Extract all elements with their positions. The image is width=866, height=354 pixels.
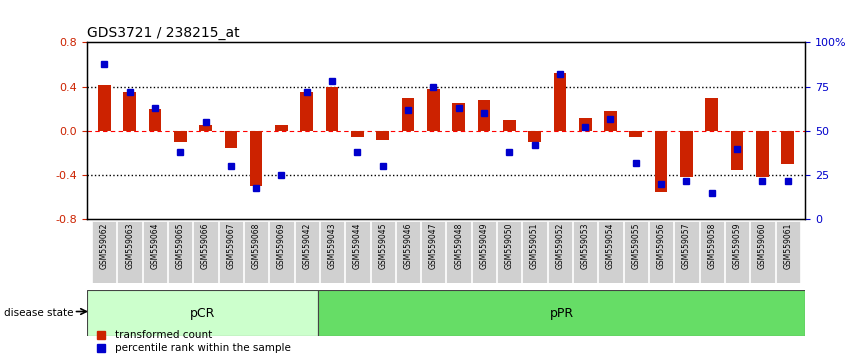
FancyBboxPatch shape bbox=[168, 221, 192, 282]
Text: GSM559052: GSM559052 bbox=[555, 223, 565, 269]
Bar bbox=[680, 131, 693, 177]
Bar bbox=[578, 118, 591, 131]
Text: GSM559049: GSM559049 bbox=[480, 223, 488, 269]
Text: GDS3721 / 238215_at: GDS3721 / 238215_at bbox=[87, 26, 239, 40]
Bar bbox=[174, 131, 186, 142]
Text: GSM559068: GSM559068 bbox=[252, 223, 261, 269]
Bar bbox=[250, 131, 262, 186]
FancyBboxPatch shape bbox=[776, 221, 800, 282]
Bar bbox=[553, 74, 566, 131]
Bar bbox=[224, 131, 237, 148]
FancyBboxPatch shape bbox=[193, 221, 217, 282]
FancyBboxPatch shape bbox=[269, 221, 294, 282]
FancyBboxPatch shape bbox=[294, 221, 319, 282]
Text: GSM559055: GSM559055 bbox=[631, 223, 640, 269]
Bar bbox=[452, 103, 465, 131]
Text: transformed count: transformed count bbox=[115, 330, 212, 341]
Text: GSM559065: GSM559065 bbox=[176, 223, 184, 269]
FancyBboxPatch shape bbox=[219, 221, 243, 282]
Bar bbox=[326, 87, 339, 131]
FancyBboxPatch shape bbox=[522, 221, 546, 282]
Text: GSM559056: GSM559056 bbox=[656, 223, 666, 269]
Text: GSM559063: GSM559063 bbox=[125, 223, 134, 269]
FancyBboxPatch shape bbox=[320, 221, 345, 282]
Text: GSM559059: GSM559059 bbox=[733, 223, 741, 269]
FancyBboxPatch shape bbox=[447, 221, 471, 282]
FancyBboxPatch shape bbox=[318, 290, 805, 336]
FancyBboxPatch shape bbox=[547, 221, 572, 282]
Bar bbox=[604, 111, 617, 131]
Bar bbox=[275, 125, 288, 131]
Text: GSM559060: GSM559060 bbox=[758, 223, 767, 269]
Bar bbox=[706, 98, 718, 131]
FancyBboxPatch shape bbox=[598, 221, 623, 282]
Bar bbox=[377, 131, 389, 140]
Bar bbox=[630, 131, 642, 137]
Text: GSM559047: GSM559047 bbox=[429, 223, 438, 269]
Text: GSM559045: GSM559045 bbox=[378, 223, 387, 269]
Text: GSM559053: GSM559053 bbox=[581, 223, 590, 269]
FancyBboxPatch shape bbox=[92, 221, 116, 282]
FancyBboxPatch shape bbox=[346, 221, 370, 282]
FancyBboxPatch shape bbox=[118, 221, 142, 282]
Bar bbox=[503, 120, 515, 131]
FancyBboxPatch shape bbox=[573, 221, 598, 282]
Text: GSM559042: GSM559042 bbox=[302, 223, 311, 269]
Text: GSM559048: GSM559048 bbox=[454, 223, 463, 269]
FancyBboxPatch shape bbox=[244, 221, 268, 282]
Text: GSM559046: GSM559046 bbox=[404, 223, 412, 269]
FancyBboxPatch shape bbox=[700, 221, 724, 282]
Bar bbox=[655, 131, 668, 192]
FancyBboxPatch shape bbox=[143, 221, 167, 282]
Text: disease state: disease state bbox=[4, 308, 74, 318]
Text: GSM559044: GSM559044 bbox=[353, 223, 362, 269]
Text: GSM559069: GSM559069 bbox=[277, 223, 286, 269]
Text: GSM559051: GSM559051 bbox=[530, 223, 539, 269]
Text: GSM559054: GSM559054 bbox=[606, 223, 615, 269]
Bar bbox=[756, 131, 769, 177]
FancyBboxPatch shape bbox=[675, 221, 699, 282]
Bar bbox=[199, 125, 212, 131]
Text: GSM559064: GSM559064 bbox=[151, 223, 159, 269]
Text: GSM559061: GSM559061 bbox=[783, 223, 792, 269]
Text: GSM559058: GSM559058 bbox=[708, 223, 716, 269]
Text: pCR: pCR bbox=[190, 307, 215, 320]
FancyBboxPatch shape bbox=[421, 221, 445, 282]
FancyBboxPatch shape bbox=[750, 221, 774, 282]
FancyBboxPatch shape bbox=[87, 290, 318, 336]
Bar bbox=[301, 92, 313, 131]
Text: GSM559066: GSM559066 bbox=[201, 223, 210, 269]
Text: percentile rank within the sample: percentile rank within the sample bbox=[115, 343, 291, 353]
Text: GSM559062: GSM559062 bbox=[100, 223, 109, 269]
FancyBboxPatch shape bbox=[497, 221, 521, 282]
Text: GSM559043: GSM559043 bbox=[327, 223, 337, 269]
Bar bbox=[98, 85, 111, 131]
FancyBboxPatch shape bbox=[624, 221, 648, 282]
FancyBboxPatch shape bbox=[725, 221, 749, 282]
FancyBboxPatch shape bbox=[396, 221, 420, 282]
FancyBboxPatch shape bbox=[649, 221, 673, 282]
Text: pPR: pPR bbox=[549, 307, 573, 320]
Text: GSM559067: GSM559067 bbox=[226, 223, 236, 269]
Text: GSM559050: GSM559050 bbox=[505, 223, 514, 269]
Bar bbox=[731, 131, 743, 170]
Bar bbox=[402, 98, 414, 131]
Bar bbox=[351, 131, 364, 137]
Bar bbox=[478, 100, 490, 131]
Text: GSM559057: GSM559057 bbox=[682, 223, 691, 269]
Bar bbox=[427, 89, 440, 131]
Bar bbox=[528, 131, 541, 142]
Bar bbox=[149, 109, 161, 131]
Bar bbox=[123, 92, 136, 131]
FancyBboxPatch shape bbox=[472, 221, 496, 282]
Bar bbox=[781, 131, 794, 164]
FancyBboxPatch shape bbox=[371, 221, 395, 282]
